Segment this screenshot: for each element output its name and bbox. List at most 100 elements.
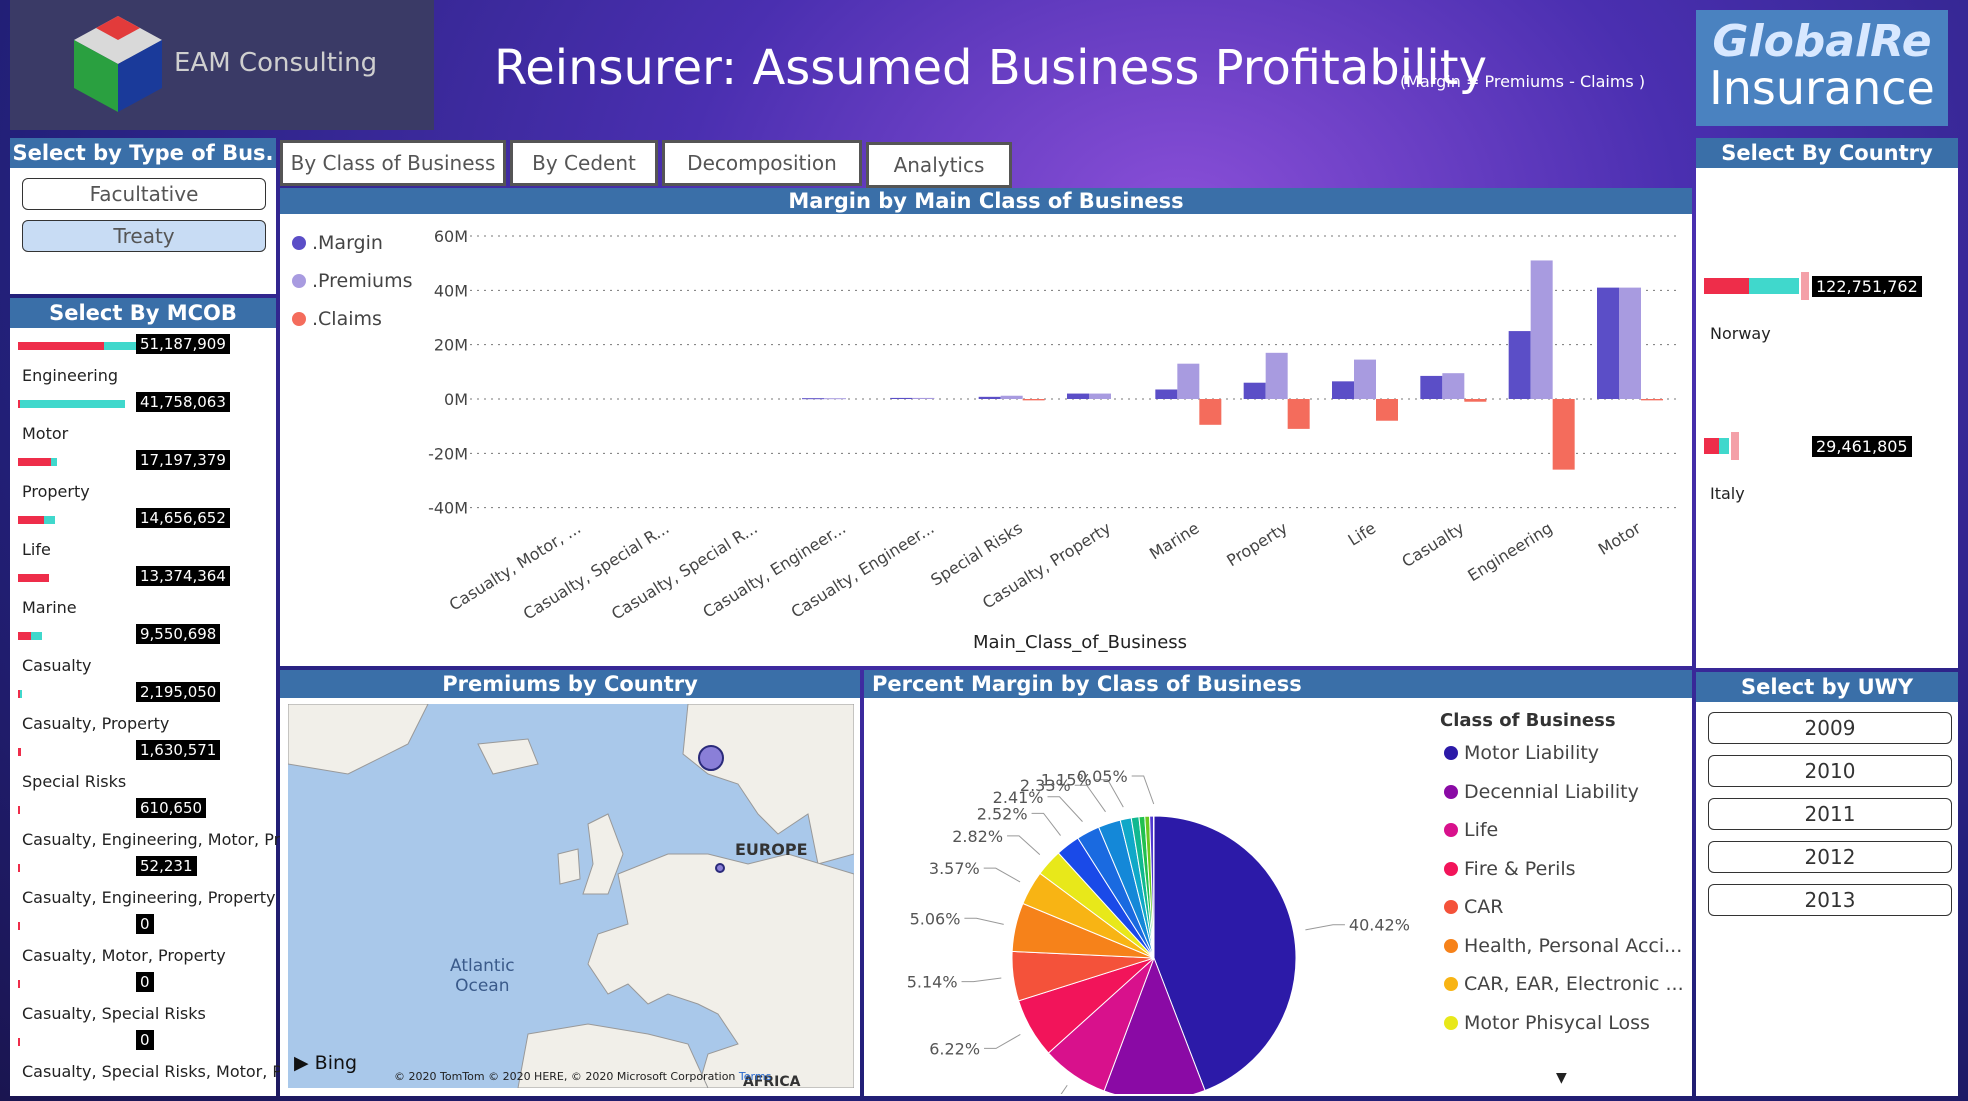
mcob-bar-red [18, 806, 20, 814]
pie-leader-line [983, 867, 1021, 883]
norway-bubble[interactable] [698, 745, 724, 771]
bar[interactable] [1155, 389, 1178, 399]
mcob-label: Casualty [22, 656, 92, 675]
europe-map[interactable] [288, 704, 854, 1088]
pie-percent-label: 2.82% [952, 827, 1003, 846]
country-panel: Select By Country 122,751,762 Norway 29,46… [1696, 138, 1958, 668]
uwy-button[interactable]: 2010 [1708, 755, 1952, 787]
mcob-bar-red [18, 980, 20, 988]
mcob-item[interactable]: 610,650 Casualty, Engineering, Motor, Pro [10, 798, 290, 856]
x-tick-label: Casualty, Special R... [608, 518, 761, 623]
bar[interactable] [1199, 399, 1222, 425]
mcob-item[interactable]: 9,550,698 Casualty [10, 624, 280, 682]
bar[interactable] [1442, 373, 1465, 399]
bar[interactable] [1243, 382, 1266, 399]
mcob-bar-red [18, 400, 20, 408]
uwy-button[interactable]: 2011 [1708, 798, 1952, 830]
bar[interactable] [1354, 359, 1376, 399]
mcob-bar-teal [103, 342, 154, 350]
bar[interactable] [1287, 399, 1310, 429]
pie-legend-item[interactable]: CAR, EAR, Electronic ... [1444, 973, 1684, 995]
legend-claims[interactable]: .Claims [292, 308, 382, 330]
uwy-button[interactable]: 2012 [1708, 841, 1952, 873]
tab-decomposition-tree[interactable]: Decomposition Tree [662, 140, 862, 215]
pie-legend-item[interactable]: Life [1444, 819, 1498, 841]
bar[interactable] [1376, 399, 1398, 421]
bar[interactable] [1597, 287, 1619, 399]
mcob-item[interactable]: 0 Casualty, Motor, Property [10, 914, 280, 972]
pie-legend-item[interactable]: Fire & Perils [1444, 858, 1576, 880]
pie-slice[interactable] [1153, 815, 1297, 1092]
bar[interactable] [890, 397, 913, 399]
mcob-item[interactable]: 41,758,063 Motor [10, 392, 280, 450]
mcob-label: Casualty, Property [22, 714, 170, 733]
bar[interactable] [1619, 287, 1641, 399]
pie-legend-item[interactable]: Motor Liability [1444, 742, 1599, 764]
country-item[interactable]: 122,751,762 Norway [1696, 268, 1958, 348]
page-subtitle: (Margin = Premiums - Claims ) [1400, 72, 1646, 91]
mcob-label: Casualty, Special Risks, Motor, Pro [22, 1062, 298, 1081]
uwy-button[interactable]: 2013 [1708, 884, 1952, 916]
italy-bubble[interactable] [715, 863, 725, 873]
pie-legend-item[interactable]: CAR [1444, 896, 1503, 918]
legend-premiums[interactable]: .Premiums [292, 270, 412, 292]
y-tick-label: 40M [434, 281, 468, 300]
facultative-button[interactable]: Facultative [22, 178, 266, 210]
tab-by-cedent[interactable]: By Cedent [510, 140, 658, 186]
mcob-item[interactable]: 2,195,050 Casualty, Property [10, 682, 280, 740]
legend-margin[interactable]: .Margin [292, 232, 383, 254]
tab-analytics[interactable]: Analytics [866, 142, 1012, 188]
legend-dot [1444, 1015, 1458, 1030]
country-item[interactable]: 29,461,805 Italy [1696, 428, 1958, 508]
bar[interactable] [1641, 399, 1663, 401]
mcob-item[interactable]: 14,656,652 Life [10, 508, 280, 566]
country-bar-red [1704, 278, 1749, 294]
treaty-button[interactable]: Treaty [22, 220, 266, 252]
bar[interactable] [978, 396, 1001, 399]
tab-by-class-of-business[interactable]: By Class of Business [280, 140, 506, 186]
mcob-value: 0 [136, 1030, 154, 1050]
bar[interactable] [1530, 260, 1553, 399]
mcob-item[interactable]: 17,197,379 Property [10, 450, 280, 508]
bar[interactable] [802, 398, 824, 400]
bar[interactable] [1464, 399, 1487, 402]
pie-leader-line [1047, 796, 1083, 822]
bar[interactable] [1000, 395, 1023, 399]
brand-line2: Insurance [1709, 61, 1935, 115]
bar[interactable] [1552, 399, 1575, 470]
pie-legend-item[interactable]: Motor Phisycal Loss [1444, 1012, 1650, 1034]
bar[interactable] [1265, 352, 1288, 399]
bar[interactable] [1022, 399, 1045, 401]
mcob-item[interactable]: 1,630,571 Special Risks [10, 740, 280, 798]
pie-leader-line [961, 977, 1002, 983]
bar[interactable] [1332, 381, 1354, 399]
pie-legend-item[interactable]: Health, Personal Acci... [1444, 935, 1682, 957]
terms-link[interactable]: Terms [738, 1070, 772, 1083]
mcob-value: 51,187,909 [136, 334, 230, 354]
mcob-item[interactable]: 0 Casualty, Special Risks, Motor, Pro [10, 1030, 298, 1088]
bar[interactable] [1177, 363, 1200, 399]
bar[interactable] [1508, 331, 1531, 399]
pie-slice[interactable] [1103, 956, 1206, 1094]
mcob-item[interactable]: 51,187,909 Engineering [10, 334, 280, 392]
mcob-item[interactable]: 52,231 Casualty, Engineering, Property [10, 856, 280, 914]
mcob-item[interactable]: 0 Casualty, Special Risks [10, 972, 280, 1030]
map-panel: Premiums by Country EUROPE Atlantic Ocean… [280, 670, 860, 1096]
uwy-button[interactable]: 2009 [1708, 712, 1952, 744]
bar[interactable] [1420, 375, 1443, 399]
legend-scroll-down-icon[interactable]: ▼ [1556, 1070, 1567, 1086]
legend-label: Life [1464, 819, 1499, 841]
legend-label: Motor Phisycal Loss [1464, 1011, 1650, 1034]
bar[interactable] [1089, 393, 1111, 399]
company-name: EAM Consulting [174, 48, 378, 78]
mcob-item[interactable]: 13,374,364 Marine [10, 566, 280, 624]
bar[interactable] [1067, 393, 1089, 399]
legend-dot [1444, 746, 1458, 760]
bar[interactable] [824, 398, 846, 400]
x-tick-label: Casualty, Engineer... [699, 518, 849, 621]
pie-legend-title: Class of Business [1440, 710, 1616, 731]
pie-leader-line [1031, 812, 1061, 836]
legend-label: Health, Personal Acci... [1464, 934, 1683, 957]
pie-legend-item[interactable]: Decennial Liability [1444, 781, 1639, 803]
bar[interactable] [912, 397, 935, 399]
